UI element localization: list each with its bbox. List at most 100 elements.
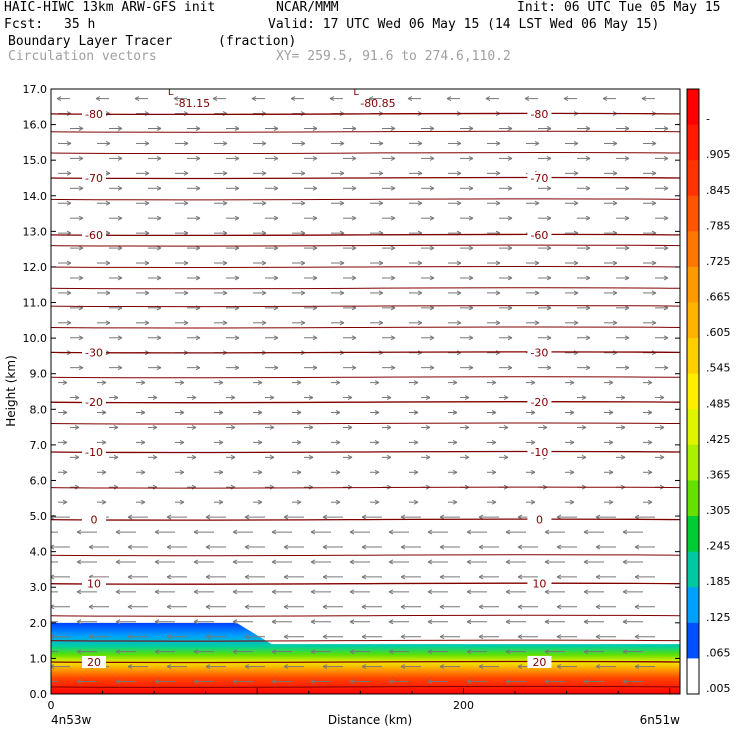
vector-arrowhead xyxy=(296,499,302,505)
isotherm-label-bg xyxy=(81,577,106,590)
vector-arrowhead xyxy=(310,559,316,565)
vector-arrowhead xyxy=(154,679,160,684)
vector-arrowhead xyxy=(585,365,591,371)
vector-arrowhead xyxy=(505,619,511,625)
isotherm-label: 20 xyxy=(532,656,546,669)
vector-arrowhead xyxy=(115,529,121,535)
vector-arrowhead xyxy=(222,170,228,176)
vector-arrowhead xyxy=(156,215,162,221)
vector-arrowhead xyxy=(66,260,72,266)
vector-arrowhead xyxy=(261,141,267,146)
vector-arrowhead xyxy=(88,604,94,610)
vector-arrowhead xyxy=(179,439,185,445)
isotherm-label-bg xyxy=(81,513,106,526)
colorbar-label: .065 xyxy=(706,646,731,659)
vector-arrowhead xyxy=(663,245,669,251)
vector-arrowhead xyxy=(195,275,201,281)
vector-arrowhead xyxy=(530,469,536,475)
vector-arrowhead xyxy=(257,439,263,445)
vector-arrowhead xyxy=(62,380,68,386)
vector-arrowhead xyxy=(156,335,162,341)
vector-arrowhead xyxy=(534,320,540,326)
vector-arrowhead xyxy=(507,126,513,131)
vector-arrowhead xyxy=(66,290,72,296)
vector-arrowhead xyxy=(417,290,423,296)
vector-arrowhead xyxy=(312,275,318,281)
isotherm-line xyxy=(51,233,680,237)
isotherm-label-bg xyxy=(81,171,106,184)
vector-arrowhead xyxy=(232,589,238,595)
y-tick-label: 8.0 xyxy=(30,403,48,416)
vector-arrowhead xyxy=(452,499,458,505)
vector-arrowhead xyxy=(300,141,306,146)
vector-arrowhead xyxy=(495,290,501,296)
vector-arrowhead xyxy=(179,410,185,415)
vector-arrowhead xyxy=(417,260,423,266)
org-label: NCAR/MMM xyxy=(276,0,339,15)
vector-arrowhead xyxy=(349,529,355,535)
vector-arrowhead xyxy=(351,275,357,281)
vector-arrowhead xyxy=(361,664,367,670)
vector-arrowhead xyxy=(634,664,640,670)
vector-arrowhead xyxy=(193,619,199,625)
vector-arrowhead xyxy=(205,664,211,670)
vector-arrowhead xyxy=(117,185,123,191)
vector-arrowhead xyxy=(101,410,107,415)
vector-arrowhead xyxy=(651,290,657,296)
vector-arrowhead xyxy=(659,424,665,430)
vector-arrowhead xyxy=(283,574,289,580)
vector-arrowhead xyxy=(271,559,277,565)
vector-arrowhead xyxy=(251,96,257,102)
colorbar-label: .785 xyxy=(706,219,731,232)
vector-arrowhead xyxy=(647,439,653,445)
vector-arrowhead xyxy=(347,454,353,460)
vector-arrowhead xyxy=(468,245,474,251)
vector-arrowhead xyxy=(386,395,392,400)
vector-arrowhead xyxy=(349,559,355,565)
vector-arrowhead xyxy=(244,634,250,640)
vector-arrowhead xyxy=(546,275,552,281)
isotherm-label: -80 xyxy=(85,108,103,121)
vector-arrowhead xyxy=(296,439,302,445)
y-tick-label: 1.0 xyxy=(30,652,48,665)
vector-arrowhead xyxy=(546,215,552,221)
vector-arrowhead xyxy=(439,634,445,640)
y-tick-label: 10.0 xyxy=(23,332,48,345)
vector-arrowhead xyxy=(583,529,589,535)
vector-arrowhead xyxy=(641,96,647,102)
vector-arrowhead xyxy=(140,410,146,415)
vector-arrowhead xyxy=(608,380,614,386)
vector-arrowhead xyxy=(503,424,509,430)
vector-arrowhead xyxy=(351,126,357,131)
vector-arrowhead xyxy=(456,170,462,176)
vector-arrowhead xyxy=(466,649,472,655)
isotherm-label-bg xyxy=(81,228,106,241)
vector-arrowhead xyxy=(425,395,431,400)
vector-arrowhead xyxy=(283,634,289,640)
vector-arrowhead xyxy=(361,574,367,580)
vector-arrowhead xyxy=(507,365,513,371)
vector-arrowhead xyxy=(144,320,150,326)
vector-arrowhead xyxy=(517,544,523,550)
vector-arrowhead xyxy=(154,529,160,535)
vector-arrowhead xyxy=(583,589,589,595)
vector-arrowhead xyxy=(76,589,82,595)
colorbar-swatch xyxy=(687,231,699,268)
vector-arrowhead xyxy=(602,96,608,102)
vector-arrowhead xyxy=(429,245,435,251)
vector-arrowhead xyxy=(468,335,474,341)
vector-arrowhead xyxy=(212,96,218,102)
y-tick-label: 17.0 xyxy=(23,83,48,96)
isotherm-line xyxy=(51,582,680,585)
vector-arrowhead xyxy=(585,126,591,131)
colorbar-label: .425 xyxy=(706,433,731,446)
vector-arrowhead xyxy=(583,559,589,565)
colorbar-label: - xyxy=(706,113,710,126)
colorbar-swatch xyxy=(687,587,699,624)
vector-arrowhead xyxy=(166,634,172,640)
vector-arrowhead xyxy=(585,305,591,311)
isotherm-label: -30 xyxy=(530,346,548,359)
vector-arrowhead xyxy=(322,574,328,580)
vector-arrowhead xyxy=(183,290,189,296)
colorbar-label: .185 xyxy=(706,575,731,588)
